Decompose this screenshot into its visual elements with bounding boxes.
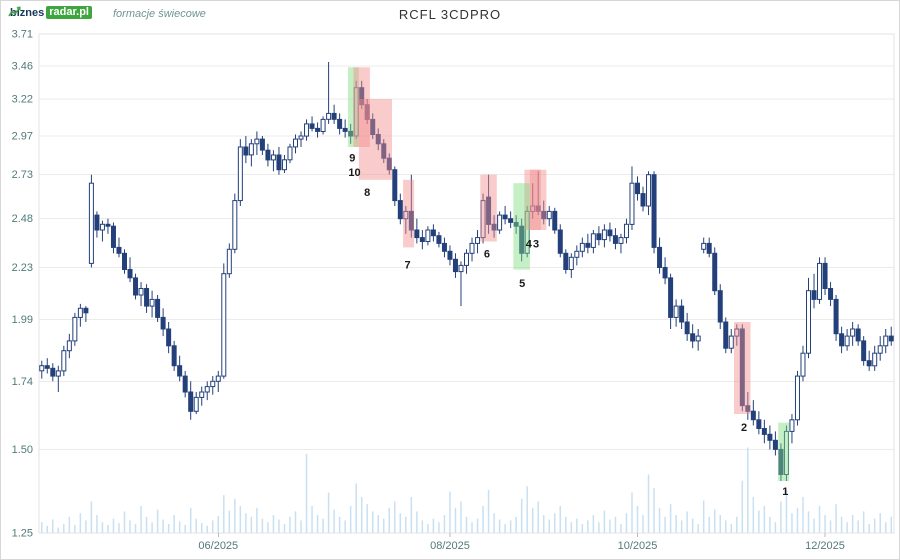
pattern-label-2: 2 [741,422,747,434]
y-axis-labels: 3.71 3.46 3.22 2.97 2.73 2.48 2.23 1.99 1.74 1.50… [12,29,33,540]
chart-subtitle: formacje świecowe [113,8,206,20]
brand-logo[interactable]: biznes radar.pl [8,6,92,19]
pattern-zone-10 [353,67,370,147]
svg-text:1.25: 1.25 [12,528,33,540]
svg-text:2.23: 2.23 [12,262,33,274]
x-axis-labels: 06/2025 08/2025 10/2025 12/2025 [198,540,844,552]
pattern-zone-7 [403,179,415,248]
pattern-zone-2 [734,322,751,414]
svg-text:2.48: 2.48 [12,213,33,225]
svg-text:1.74: 1.74 [12,376,33,388]
pattern-label-7: 7 [404,259,410,271]
pattern-label-1: 1 [782,486,788,498]
svg-text:1.50: 1.50 [12,444,33,456]
svg-text:10/2025: 10/2025 [618,540,658,552]
pattern-label-10: 10 [348,167,360,179]
pattern-label-9: 9 [349,152,355,164]
pattern-label-6: 6 [484,248,490,260]
volume-layer [41,447,892,533]
pattern-zone-6 [480,174,497,242]
pattern-label-8: 8 [364,187,370,199]
svg-text:3.22: 3.22 [12,94,33,106]
logo-text-radar: radar.pl [46,6,92,19]
pattern-zones-layer: 1 2 34 5 6 7 8 9 10 [347,67,790,498]
svg-text:3.46: 3.46 [12,61,33,73]
pattern-label-3: 3 [533,238,539,250]
svg-text:3.71: 3.71 [12,29,33,41]
svg-text:2.73: 2.73 [12,169,33,181]
svg-text:2.97: 2.97 [12,131,33,143]
pattern-zone-3 [529,169,547,230]
grid-layer [38,33,895,537]
candles-layer [39,62,894,481]
svg-text:06/2025: 06/2025 [198,540,238,552]
svg-text:12/2025: 12/2025 [805,540,845,552]
pattern-zone-1 [778,422,790,481]
svg-text:08/2025: 08/2025 [430,540,470,552]
pattern-label-5: 5 [519,278,525,290]
pattern-zone-9 [347,67,359,147]
pattern-zone-4 [524,169,541,230]
pattern-label-4: 4 [526,238,533,250]
header: biznes radar.pl formacje świecowe RCFL 3… [1,1,899,29]
svg-text:1.99: 1.99 [12,314,33,326]
pattern-zone-8 [358,99,392,180]
pattern-zone-5 [513,183,530,270]
